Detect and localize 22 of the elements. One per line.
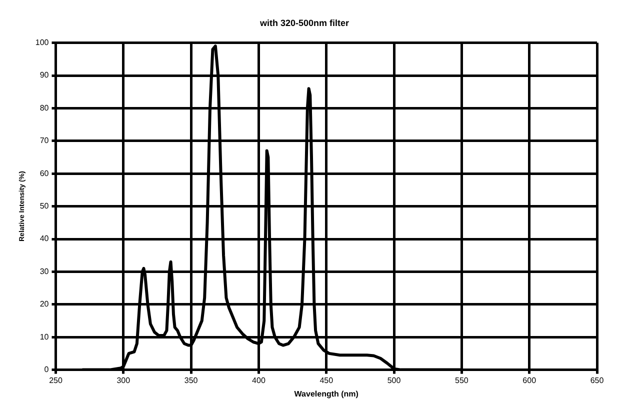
x-tick-label: 350 [184,376,198,385]
y-tick-label: 80 [40,103,50,112]
x-axis-title: Wavelength (nm) [294,389,359,398]
y-tick-label: 70 [40,136,50,146]
y-tick-label: 10 [40,332,50,342]
y-tick-label: 100 [35,38,50,48]
y-tick-label: 30 [40,266,50,276]
x-tick-label: 550 [455,376,469,385]
x-tick-label: 300 [116,376,131,385]
x-tick-label: 600 [522,376,537,385]
y-tick-label: 50 [40,202,50,211]
x-tick-label: 650 [590,376,604,385]
y-tick-label: 60 [40,168,50,178]
x-tick-label: 500 [387,376,402,385]
y-tick-label: 20 [40,300,50,309]
y-tick-label: 90 [40,70,50,80]
y-tick-label: 0 [44,365,50,374]
x-tick-label: 400 [252,376,266,385]
x-tick-label: 250 [49,376,63,385]
x-tick-label: 450 [320,376,334,385]
chart-title: with 320-500nm filter [258,18,350,28]
y-tick-label: 40 [40,234,50,244]
